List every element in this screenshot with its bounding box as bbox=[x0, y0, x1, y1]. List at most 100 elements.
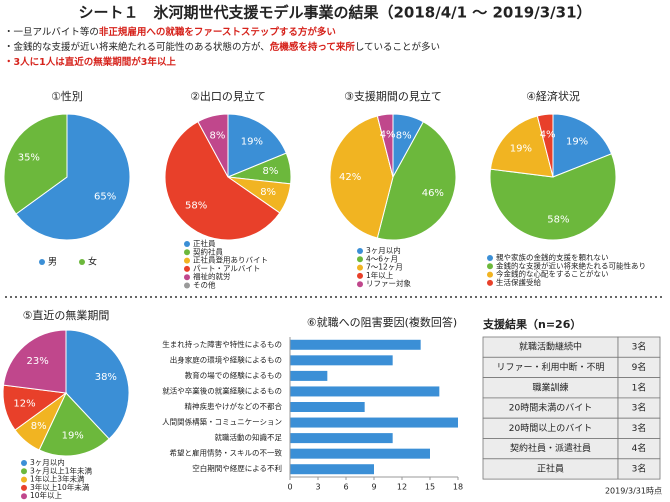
page-title: シート１ 氷河期世代支援モデル事業の結果（2018/4/1 ～ 2019/3/3… bbox=[78, 4, 591, 22]
slice-label: 8% bbox=[210, 130, 226, 141]
chart-title: ①性別 bbox=[51, 89, 83, 103]
slice-label: 19% bbox=[566, 137, 588, 148]
legend-marker bbox=[39, 259, 45, 265]
legend-label: 1年以上3年未満 bbox=[30, 474, 85, 484]
slice-label: 58% bbox=[185, 201, 207, 212]
x-tick-label: 6 bbox=[343, 483, 348, 492]
y-tick-label: 就職活動の知識不足 bbox=[215, 432, 283, 442]
y-tick-label: 就活や卒業後の就業経験によるもの bbox=[162, 385, 282, 395]
legend-label: 今金銭的な心配をすることがない bbox=[496, 269, 609, 279]
legend-marker bbox=[21, 484, 27, 491]
bar bbox=[290, 464, 374, 475]
slice-label: 35% bbox=[18, 153, 40, 164]
pie-slice bbox=[376, 121, 457, 241]
note-part: ・金銭的な支援が近い将来絶たれる可能性のある状態の方が、 bbox=[4, 41, 270, 53]
bar bbox=[290, 355, 393, 366]
pie-slice bbox=[227, 113, 287, 178]
note: ・3人に1人は直近の無業期間が3年以上 bbox=[4, 56, 176, 68]
pie-slice bbox=[489, 115, 554, 178]
legend-label: 女 bbox=[88, 256, 97, 268]
bar bbox=[290, 448, 430, 459]
legend-marker bbox=[357, 272, 363, 279]
bar bbox=[290, 370, 328, 381]
slice-label: 65% bbox=[94, 191, 116, 202]
legend-marker bbox=[21, 493, 27, 500]
pie-slice bbox=[552, 113, 613, 178]
y-tick-label: 精神疾患やけがなどの不都合 bbox=[185, 401, 283, 411]
table-value: 3名 bbox=[632, 341, 647, 353]
footnote: 2019/3/31時点 bbox=[605, 487, 662, 496]
legend-label: 正社員 bbox=[193, 238, 216, 248]
slice-label: 4% bbox=[380, 129, 396, 140]
pie-slice bbox=[329, 115, 394, 239]
table-label: 職業訓練 bbox=[532, 381, 568, 393]
x-tick-label: 15 bbox=[425, 483, 435, 492]
pie-slice bbox=[3, 113, 68, 215]
table-label: 正社員 bbox=[537, 462, 564, 474]
pie-slice bbox=[489, 153, 617, 241]
legend-marker bbox=[487, 263, 493, 270]
bar bbox=[290, 339, 421, 350]
legend-marker bbox=[357, 256, 363, 263]
legend-marker bbox=[184, 257, 190, 264]
legend-marker bbox=[21, 468, 27, 475]
y-tick-label: 人間関係構築・コミュニケーション bbox=[162, 417, 282, 427]
legend-label: リファー対象 bbox=[366, 278, 411, 288]
slice-label: 19% bbox=[241, 136, 263, 147]
table-value: 3名 bbox=[632, 462, 647, 474]
legend-label: 親や家族の金銭的支援を頼れない bbox=[496, 252, 609, 262]
chart-title: ②出口の見立て bbox=[190, 89, 266, 103]
chart-title: ④経済状況 bbox=[526, 89, 580, 103]
legend-marker bbox=[184, 241, 190, 247]
legend-label: パート・アルバイト bbox=[193, 264, 260, 273]
legend-marker bbox=[357, 281, 363, 288]
legend-marker bbox=[21, 476, 27, 483]
y-tick-label: 出身家庭の環境や経験によるもの bbox=[170, 354, 282, 364]
legend-label: 福祉的就労 bbox=[193, 271, 231, 281]
x-tick-label: 0 bbox=[287, 483, 292, 492]
legend-label: 3年以上10年未満 bbox=[30, 482, 90, 492]
table-label: 20時間未満のバイト bbox=[509, 402, 592, 414]
bar bbox=[290, 402, 365, 412]
chart-title: ⑥就職への阻害要因(複数回答) bbox=[307, 315, 457, 329]
legend-label: 1年以上 bbox=[366, 270, 394, 280]
table-value: 9名 bbox=[632, 361, 647, 373]
slice-label: 12% bbox=[13, 399, 35, 410]
table-value: 4名 bbox=[632, 442, 647, 454]
note-part: 非正規雇用への就職をファーストステップする方が多い bbox=[99, 26, 336, 38]
slice-label: 19% bbox=[510, 144, 532, 155]
table-label: リファー・利用中断・不明 bbox=[496, 361, 604, 373]
pie-slice bbox=[2, 329, 67, 394]
bar bbox=[290, 417, 458, 428]
y-tick-label: 生まれ持った障害や特性によるもの bbox=[162, 339, 282, 349]
legend-marker bbox=[184, 282, 190, 289]
legend-marker bbox=[21, 460, 27, 466]
slice-label: 46% bbox=[422, 188, 444, 199]
legend-label: 契約社員 bbox=[193, 246, 223, 256]
legend-label: 3ヶ月以内 bbox=[30, 457, 65, 467]
table-label: 20時間以上のバイト bbox=[509, 423, 592, 434]
legend-marker bbox=[184, 274, 190, 281]
chart-title: ③支援期間の見立て bbox=[344, 89, 442, 103]
table-value: 3名 bbox=[632, 422, 647, 434]
x-tick-label: 18 bbox=[453, 483, 463, 492]
pie-slice bbox=[38, 392, 110, 457]
legend-marker bbox=[184, 265, 190, 272]
slice-label: 23% bbox=[27, 356, 49, 367]
pie-slice bbox=[536, 113, 554, 178]
table-label: 就職活動継続中 bbox=[519, 341, 582, 353]
y-tick-label: 空白期間や経歴による不利 bbox=[192, 463, 282, 473]
legend-marker bbox=[184, 249, 190, 256]
legend-label: 7～12ヶ月 bbox=[366, 263, 403, 272]
x-tick-label: 12 bbox=[397, 483, 407, 492]
pie-slice bbox=[65, 329, 130, 440]
note-part: ・3人に1人は直近の無業期間が3年以上 bbox=[4, 56, 176, 68]
table-cell bbox=[617, 458, 661, 480]
x-tick-label: 3 bbox=[315, 483, 320, 492]
note-part: していることが多い bbox=[355, 41, 440, 53]
legend-label: 3ヶ月以内 bbox=[366, 245, 401, 255]
legend-marker bbox=[487, 271, 493, 278]
slice-label: 38% bbox=[95, 372, 117, 383]
pie-slice bbox=[376, 113, 394, 178]
